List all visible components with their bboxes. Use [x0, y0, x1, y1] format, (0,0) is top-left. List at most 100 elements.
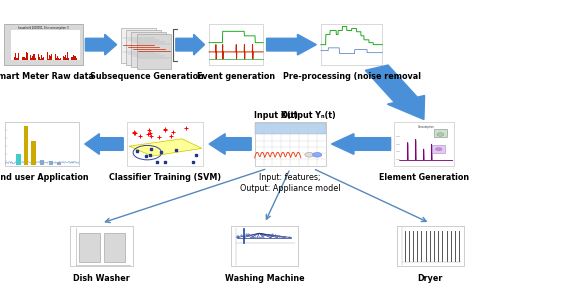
Bar	[434, 129, 447, 137]
FancyBboxPatch shape	[394, 122, 453, 166]
Bar	[49, 55, 50, 60]
Bar	[17, 58, 18, 60]
Bar	[16, 154, 20, 165]
Bar	[38, 54, 39, 60]
Bar	[50, 56, 51, 60]
Polygon shape	[176, 34, 205, 55]
Bar	[48, 59, 49, 60]
Bar	[79, 55, 80, 60]
Bar	[18, 53, 19, 60]
Bar	[56, 58, 57, 60]
Bar	[31, 141, 35, 165]
Polygon shape	[266, 34, 316, 55]
Bar	[79, 233, 100, 262]
Polygon shape	[331, 134, 390, 154]
Bar	[72, 57, 73, 60]
Text: household 2000901, Site consumption (): household 2000901, Site consumption ()	[18, 26, 69, 30]
Bar	[57, 162, 61, 165]
Bar	[23, 57, 24, 60]
FancyBboxPatch shape	[397, 226, 464, 266]
Circle shape	[312, 153, 322, 157]
Bar	[60, 58, 61, 60]
Bar	[33, 54, 34, 60]
Bar	[73, 55, 74, 60]
Bar	[77, 58, 79, 60]
Bar	[31, 58, 32, 60]
Bar	[432, 145, 445, 153]
Bar	[61, 54, 63, 60]
Bar	[41, 55, 42, 60]
Bar	[44, 58, 46, 60]
Text: Classifier Training (SVM): Classifier Training (SVM)	[109, 173, 221, 182]
FancyBboxPatch shape	[5, 122, 79, 166]
Bar	[20, 57, 22, 60]
Bar	[19, 56, 20, 60]
FancyBboxPatch shape	[126, 122, 204, 166]
Bar	[46, 57, 47, 60]
Text: End user Application: End user Application	[0, 173, 89, 182]
Text: Smart Meter Raw data: Smart Meter Raw data	[0, 72, 94, 81]
Text: Output Yₙ(t): Output Yₙ(t)	[281, 111, 336, 120]
Bar	[42, 58, 43, 60]
Bar	[39, 57, 40, 60]
Bar	[30, 55, 31, 60]
FancyBboxPatch shape	[126, 30, 161, 65]
Bar	[24, 57, 25, 60]
FancyBboxPatch shape	[11, 30, 80, 60]
Bar	[26, 52, 27, 60]
Polygon shape	[129, 139, 201, 156]
Text: Event generation: Event generation	[197, 72, 275, 81]
FancyBboxPatch shape	[4, 24, 83, 65]
FancyBboxPatch shape	[131, 32, 166, 67]
Bar	[36, 59, 38, 60]
Text: Input X(t): Input X(t)	[254, 111, 298, 120]
FancyBboxPatch shape	[121, 28, 156, 63]
Bar	[27, 53, 28, 60]
Bar	[57, 56, 58, 60]
Bar	[40, 59, 41, 60]
Bar	[47, 52, 48, 60]
Bar	[55, 54, 56, 60]
FancyBboxPatch shape	[231, 226, 298, 266]
Text: Dish Washer: Dish Washer	[73, 274, 130, 283]
FancyBboxPatch shape	[137, 34, 171, 69]
Bar	[28, 57, 30, 60]
Bar	[75, 56, 76, 60]
Circle shape	[437, 133, 444, 136]
Bar	[40, 160, 44, 165]
Bar	[15, 53, 16, 60]
Bar	[65, 55, 66, 60]
Text: Dryer: Dryer	[418, 274, 443, 283]
FancyBboxPatch shape	[254, 122, 325, 166]
Bar	[59, 58, 60, 60]
Bar	[76, 58, 77, 60]
Bar	[68, 58, 69, 60]
Bar	[32, 56, 33, 60]
Bar	[34, 54, 35, 60]
Bar	[23, 126, 28, 165]
Text: Element Generation: Element Generation	[379, 173, 469, 182]
Bar	[58, 58, 59, 60]
Bar	[25, 58, 26, 60]
FancyBboxPatch shape	[321, 24, 382, 65]
Text: Washing Machine: Washing Machine	[225, 274, 304, 283]
Bar	[69, 58, 71, 60]
Polygon shape	[365, 65, 424, 120]
Polygon shape	[85, 134, 123, 154]
Circle shape	[305, 153, 314, 157]
FancyBboxPatch shape	[70, 226, 133, 266]
Bar	[16, 58, 17, 60]
Bar	[43, 57, 44, 60]
Bar	[22, 57, 23, 60]
Bar	[52, 58, 53, 60]
Polygon shape	[85, 34, 117, 55]
Bar	[105, 233, 125, 262]
Bar	[71, 56, 72, 60]
Bar	[13, 58, 14, 60]
Bar	[35, 58, 36, 60]
Bar	[74, 56, 75, 60]
Text: Input: features;
Output: Appliance model: Input: features; Output: Appliance model	[240, 173, 340, 193]
Text: Pre-processing (noise removal: Pre-processing (noise removal	[283, 72, 420, 81]
Circle shape	[435, 147, 442, 151]
Bar	[49, 161, 53, 165]
